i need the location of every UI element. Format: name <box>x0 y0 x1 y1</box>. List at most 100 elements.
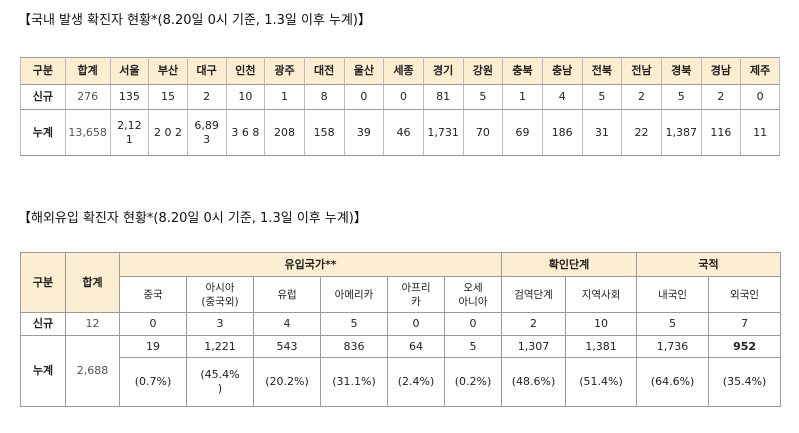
overseas-subheader-cell: 아프리 카 <box>387 276 445 313</box>
overseas-subheader-cell: 외국인 <box>708 276 782 313</box>
overseas-subheader-cell: 아메리카 <box>320 276 388 313</box>
data-cell: 10 <box>225 84 266 110</box>
total-cell: 2,688 <box>65 335 120 407</box>
data-cell: 31 <box>581 109 623 156</box>
domestic-header-cell: 전남 <box>621 57 662 85</box>
data-cell: 2 <box>501 312 567 336</box>
data-cell: 22 <box>621 109 662 156</box>
row-label: 신규 <box>20 84 66 110</box>
overseas-subheader-cell: 유럽 <box>253 276 321 313</box>
data-cell: 5 <box>636 312 710 336</box>
data-cell: 1,736 <box>636 335 710 358</box>
domestic-header-cell: 울산 <box>343 57 385 85</box>
data-cell: 2 <box>186 84 227 110</box>
data-cell: 543 <box>253 335 321 358</box>
data-cell: 64 <box>387 335 445 358</box>
overseas-subheader-cell: 지역사회 <box>565 276 638 313</box>
row-label: 누계 <box>20 109 66 156</box>
nationality-group-header: 국적 <box>636 252 782 277</box>
domestic-cumulative-row: 누계 13,658 2,12 1 2 0 2 6,89 3 3 6 8 208 158 39 46 1,… <box>20 109 780 156</box>
overseas-col-label: 구분 <box>20 252 66 313</box>
overseas-subheader-cell: 오세 아니아 <box>443 276 503 313</box>
data-cell: 836 <box>320 335 388 358</box>
overseas-percent-row: (0.7%) (45.4%) (20.2%) (31.1%) (2.4%) (0.2%)(… <box>21 357 782 407</box>
data-cell: 11 <box>740 109 780 156</box>
percent-cell: (64.6%) <box>636 357 710 407</box>
data-cell: 0 <box>443 312 503 336</box>
domestic-header-cell: 강원 <box>462 57 504 85</box>
data-cell: 13,658 <box>64 109 111 156</box>
percent-cell: (31.1%) <box>320 357 388 407</box>
overseas-cumulative-row: 누계 2,688 19 1,221 543 836 64 5 1,307 1,381 1,736 95… <box>20 335 782 407</box>
data-cell: 10 <box>565 312 638 336</box>
overseas-subheader-cell: 검역단계 <box>501 276 567 313</box>
data-cell: 5 <box>660 84 702 110</box>
percent-cell: (48.6%) <box>501 357 567 407</box>
data-cell: 1,381 <box>565 335 638 358</box>
domestic-header-cell: 충남 <box>541 57 583 85</box>
data-cell: 1,387 <box>660 109 702 156</box>
domestic-header-cell: 대전 <box>303 57 345 85</box>
data-cell: 276 <box>64 84 111 110</box>
data-cell: 39 <box>343 109 385 156</box>
overseas-title: 【해외유입 확진자 현황*(8.20일 0시 기준, 1.3일 이후 누계)】 <box>18 211 367 226</box>
domestic-header-cell: 서울 <box>109 57 150 85</box>
data-cell: 5 <box>320 312 388 336</box>
data-cell: 6,89 3 <box>186 109 227 156</box>
domestic-header-cell: 구분 <box>20 57 66 85</box>
overseas-subheader-cell: 내국인 <box>636 276 710 313</box>
data-cell: 952 <box>708 335 782 358</box>
stage-group-header: 확인단계 <box>501 252 638 277</box>
data-cell: 5 <box>581 84 623 110</box>
domestic-header-cell: 인천 <box>225 57 266 85</box>
domestic-header-row: 구분 합계 서울 부산 대구 인천 광주 대전 울산 세종 경기 강원 충북 충남 전북 전남 경북 경남 제주 <box>20 57 780 85</box>
data-cell: 2 <box>621 84 662 110</box>
data-cell: 1,221 <box>186 335 254 358</box>
data-cell: 2 0 2 <box>148 109 188 156</box>
data-cell: 0 <box>740 84 780 110</box>
data-cell: 0 <box>119 312 187 336</box>
domestic-header-cell: 세종 <box>383 57 424 85</box>
data-cell: 5 <box>443 335 503 358</box>
data-cell: 4 <box>541 84 583 110</box>
data-cell: 135 <box>109 84 150 110</box>
percent-cell: (35.4%) <box>708 357 782 407</box>
row-label: 신규 <box>20 312 66 336</box>
data-cell: 208 <box>264 109 305 156</box>
domestic-header-cell: 부산 <box>148 57 188 85</box>
overseas-subheader-cell: 중국 <box>119 276 187 313</box>
domestic-new-row: 신규 276 135 15 2 10 1 8 0 0 81 5 1 4 5 2 5 2 0 <box>20 84 780 110</box>
data-cell: 15 <box>148 84 188 110</box>
data-cell: 8 <box>303 84 345 110</box>
percent-cell: (0.2%) <box>443 357 503 407</box>
data-cell: 1 <box>264 84 305 110</box>
data-cell: 116 <box>700 109 742 156</box>
data-cell: 7 <box>708 312 782 336</box>
overseas-table: 구분 합계 유입국가** 확인단계 국적 중국 아시아 (중국외) 유럽 아메리카 아프리… <box>20 252 782 407</box>
data-cell: 19 <box>119 335 187 358</box>
data-cell: 0 <box>387 312 445 336</box>
data-cell: 2 <box>700 84 742 110</box>
overseas-total-label: 합계 <box>65 252 120 313</box>
data-cell: 0 <box>383 84 424 110</box>
domestic-table: 구분 합계 서울 부산 대구 인천 광주 대전 울산 세종 경기 강원 충북 충남 전북 전남 경북 경남 제주 신… <box>20 57 780 156</box>
domestic-title: 【국내 발생 확진자 현황*(8.20일 0시 기준, 1.3일 이후 누계)】 <box>18 13 372 28</box>
domestic-header-cell: 대구 <box>186 57 227 85</box>
domestic-header-cell: 경남 <box>700 57 742 85</box>
data-cell: 46 <box>383 109 424 156</box>
origin-group-header: 유입국가** <box>118 252 503 277</box>
domestic-header-cell: 경북 <box>660 57 702 85</box>
overseas-subheader-row: 중국 아시아 (중국외) 유럽 아메리카 아프리 카 오세 아니아 검역단계 지역사회 내국인 외국인 <box>21 276 782 313</box>
data-cell: 1,731 <box>422 109 464 156</box>
data-cell: 4 <box>253 312 321 336</box>
data-cell: 186 <box>541 109 583 156</box>
percent-cell: (45.4%) <box>186 357 254 407</box>
domestic-header-cell: 광주 <box>264 57 305 85</box>
data-cell: 3 <box>186 312 254 336</box>
domestic-header-cell: 경기 <box>422 57 464 85</box>
row-label: 누계 <box>20 335 66 407</box>
data-cell: 69 <box>502 109 543 156</box>
percent-cell: (51.4%) <box>565 357 638 407</box>
domestic-header-cell: 제주 <box>740 57 780 85</box>
data-cell: 70 <box>462 109 504 156</box>
